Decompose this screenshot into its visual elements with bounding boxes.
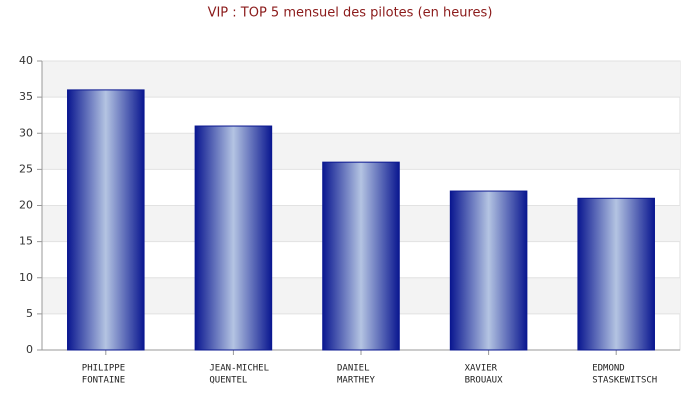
- x-tick-label: PHILIPPE: [82, 364, 125, 374]
- y-tick-label: 35: [19, 90, 33, 103]
- x-tick-label: JEAN-MICHEL: [209, 364, 269, 374]
- x-tick-label: EDMOND: [592, 364, 625, 374]
- x-tick-label: BROUAUX: [465, 376, 504, 386]
- y-tick-label: 30: [19, 126, 33, 139]
- y-tick-label: 25: [19, 162, 33, 175]
- y-tick-label: 5: [26, 307, 33, 320]
- bar: [449, 190, 528, 351]
- y-tick-label: 20: [19, 199, 33, 212]
- bar: [194, 125, 273, 351]
- x-tick-label: DANIEL: [337, 364, 370, 374]
- y-tick-label: 40: [19, 54, 33, 67]
- y-tick-label: 10: [19, 271, 33, 284]
- x-tick-label: MARTHEY: [337, 376, 376, 386]
- x-tick-label: STASKEWITSCH: [592, 376, 657, 386]
- x-tick-label: FONTAINE: [82, 376, 125, 386]
- bar: [577, 197, 655, 351]
- chart-title: VIP : TOP 5 mensuel des pilotes (en heur…: [208, 6, 493, 21]
- bar: [322, 161, 400, 351]
- x-tick-label: QUENTEL: [209, 376, 247, 386]
- y-tick-label: 0: [26, 343, 33, 356]
- bar: [67, 89, 145, 351]
- x-tick-label: XAVIER: [465, 364, 498, 374]
- y-tick-label: 15: [19, 235, 33, 248]
- grid-band: [42, 61, 680, 98]
